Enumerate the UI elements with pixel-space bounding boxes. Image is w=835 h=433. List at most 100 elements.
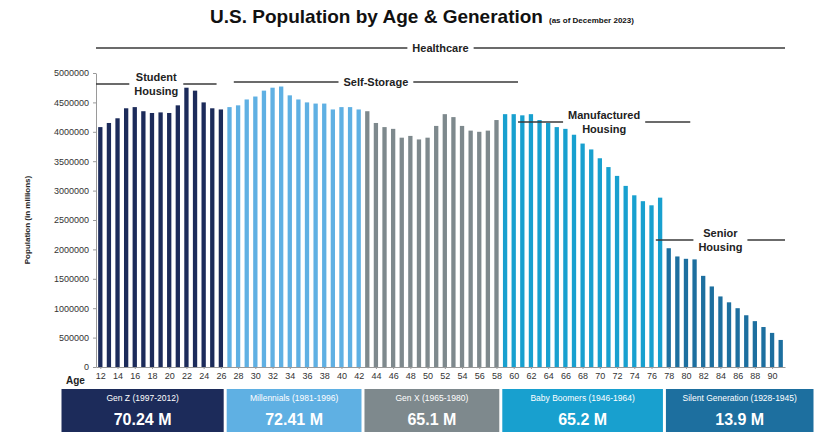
x-tick-mark (118, 367, 119, 369)
bar (296, 99, 300, 367)
bar (115, 118, 119, 367)
x-tick-label: 64 (544, 371, 554, 381)
plot-area (98, 87, 783, 367)
x-tick-label: 38 (320, 371, 330, 381)
y-tick: 2500000 (54, 215, 96, 225)
annotation-line (656, 239, 694, 241)
annotation-label: Senior Housing (698, 227, 742, 253)
y-tick-mark (93, 161, 96, 162)
bar (382, 127, 386, 367)
x-tick-label: 30 (251, 371, 261, 381)
bar (615, 176, 619, 367)
bar (313, 104, 317, 367)
background (0, 0, 835, 433)
generation-box: Baby Boomers (1946-1964)65.2 M (502, 389, 663, 432)
generation-box: Gen Z (1997-2012)70.24 M (62, 389, 224, 432)
y-tick-label: 1500000 (54, 274, 89, 284)
bar (744, 315, 748, 367)
x-tick-label: 36 (302, 371, 312, 381)
annotation-label: Healthcare (412, 42, 468, 54)
bar (357, 109, 361, 367)
x-tick-label: 58 (492, 371, 502, 381)
x-tick-mark (496, 367, 497, 369)
y-tick-mark (93, 132, 96, 133)
bar (624, 186, 628, 367)
annotation-label-line: Senior (703, 227, 738, 239)
x-tick-label: 34 (285, 371, 295, 381)
y-tick: 500000 (59, 333, 96, 343)
annotation-line (413, 81, 518, 83)
bar (710, 286, 714, 367)
bar (477, 132, 481, 367)
y-tick-mark (93, 73, 96, 74)
y-axis-title: Population (in millions) (23, 175, 32, 264)
x-tick-label: 20 (165, 371, 175, 381)
x-tick-mark (169, 367, 170, 369)
y-tick-mark (93, 220, 96, 221)
x-tick-mark (617, 367, 618, 369)
bar (219, 109, 223, 367)
y-tick-label: 2000000 (54, 245, 89, 255)
generation-box-bg (62, 389, 224, 432)
y-tick-label: 0 (84, 362, 89, 372)
x-tick-label: 84 (716, 371, 726, 381)
bar (434, 126, 438, 367)
bar (408, 136, 412, 367)
x-tick-label: 22 (182, 371, 192, 381)
y-tick: 2000000 (54, 245, 96, 255)
annotation-line (96, 47, 407, 49)
generation-name: Gen Z (1997-2012) (106, 393, 178, 403)
y-tick-label: 5000000 (54, 68, 89, 78)
x-tick: 42 (354, 367, 364, 381)
generation-box: Silent Generation (1928-1945)13.9 M (666, 389, 814, 432)
bar (779, 340, 783, 367)
bar (555, 127, 559, 367)
x-tick-mark (548, 367, 549, 369)
x-tick-label: 48 (406, 371, 416, 381)
x-tick-label: 60 (509, 371, 519, 381)
x-tick: 38 (320, 367, 330, 381)
bar (451, 117, 455, 367)
x-tick: 18 (147, 367, 157, 381)
bar (184, 88, 188, 367)
x-tick-mark (238, 367, 239, 369)
generation-box-bg (364, 389, 499, 432)
bar (141, 111, 145, 367)
bar (443, 114, 447, 367)
generation-name: Silent Generation (1928-1945) (683, 393, 798, 403)
x-tick: 88 (750, 367, 760, 381)
y-tick-label: 500000 (59, 333, 89, 343)
x-tick-label: 80 (681, 371, 691, 381)
bar (365, 111, 369, 367)
x-tick: 70 (595, 367, 605, 381)
x-tick-label: 76 (647, 371, 657, 381)
x-tick-mark (100, 367, 101, 369)
x-tick-label: 62 (526, 371, 536, 381)
bar (520, 115, 524, 367)
bar (537, 120, 541, 367)
x-tick: 84 (716, 367, 726, 381)
x-tick-label: 40 (337, 371, 347, 381)
x-tick-mark (410, 367, 411, 369)
x-tick-mark (565, 367, 566, 369)
x-tick-label: 66 (561, 371, 571, 381)
x-tick: 66 (561, 367, 571, 381)
bar (133, 107, 137, 367)
bar (374, 123, 378, 367)
annotation-label: Self-Storage (344, 76, 409, 88)
bar (675, 256, 679, 367)
bar (468, 131, 472, 367)
generation-total: 72.41 M (265, 411, 323, 428)
bar (494, 120, 498, 367)
x-tick: 26 (216, 367, 226, 381)
chart-container: 0500000100000015000002000000250000030000… (0, 0, 835, 433)
x-tick-label: 86 (733, 371, 743, 381)
x-tick-mark (686, 367, 687, 369)
x-tick-mark (186, 367, 187, 369)
annotation-label-line: Housing (698, 241, 742, 253)
x-tick-mark (152, 367, 153, 369)
x-tick: 78 (664, 367, 674, 381)
generation-total: 65.2 M (558, 411, 607, 428)
annotation-line (96, 83, 129, 85)
x-tick-mark (479, 367, 480, 369)
